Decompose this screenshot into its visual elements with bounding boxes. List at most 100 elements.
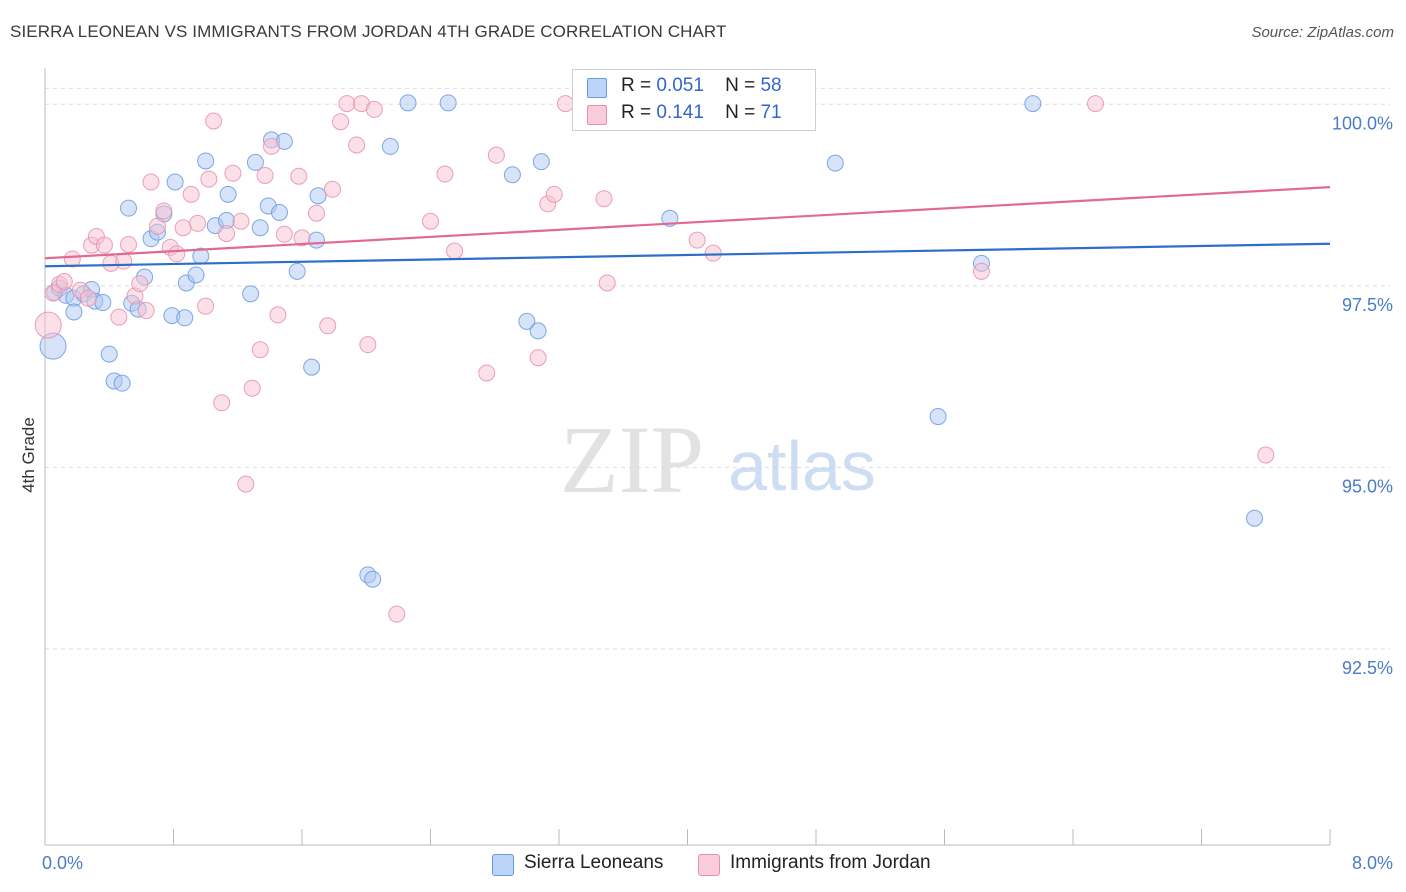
point-sierra-leonean	[176, 309, 194, 327]
data-points	[34, 94, 1275, 623]
legend-swatch-blue	[587, 78, 607, 98]
point-sierra-leonean	[307, 231, 325, 249]
legend-swatch-pink	[587, 105, 607, 125]
point-jordan	[545, 185, 563, 203]
watermark: ZIP atlas	[560, 406, 876, 513]
watermark-atlas: atlas	[728, 427, 876, 505]
point-sierra-leonean	[246, 153, 264, 171]
trend-line-jordan	[44, 185, 1331, 260]
point-jordan	[213, 394, 231, 412]
point-sierra-leonean	[94, 294, 112, 312]
point-jordan	[348, 136, 366, 154]
point-jordan	[232, 212, 250, 230]
legend-swatch-blue	[492, 854, 514, 876]
point-jordan	[307, 204, 325, 222]
point-jordan	[243, 379, 261, 397]
point-jordan	[174, 219, 192, 237]
point-sierra-leonean	[100, 345, 118, 363]
point-sierra-leonean	[271, 204, 289, 222]
point-jordan	[155, 202, 173, 220]
legend-n-value-pink: 71	[760, 102, 782, 123]
point-jordan	[168, 245, 186, 263]
point-jordan	[120, 235, 138, 253]
axes	[44, 68, 1331, 846]
point-sierra-leonean	[1246, 509, 1264, 527]
watermark-zip: ZIP	[560, 406, 704, 513]
point-sierra-leonean	[113, 374, 131, 392]
point-jordan	[182, 185, 200, 203]
point-jordan	[529, 349, 547, 367]
point-jordan	[478, 364, 496, 382]
point-jordan	[95, 236, 113, 254]
legend-label-sierra-leoneans: Sierra Leoneans	[524, 852, 664, 873]
legend-r-label: R =	[621, 75, 652, 96]
point-sierra-leonean	[1024, 95, 1042, 113]
point-sierra-leonean	[242, 285, 260, 303]
point-sierra-leonean	[219, 185, 237, 203]
trend-lines	[44, 185, 1331, 268]
point-jordan	[262, 137, 280, 155]
chart-title: SIERRA LEONEAN VS IMMIGRANTS FROM JORDAN…	[10, 22, 727, 41]
point-jordan	[256, 166, 274, 184]
y-tick-label: 95.0%	[1342, 476, 1393, 496]
point-jordan	[446, 242, 464, 260]
point-jordan	[688, 231, 706, 249]
point-sierra-leonean	[826, 154, 844, 172]
point-sierra-leonean	[303, 358, 321, 376]
point-sierra-leonean	[364, 570, 382, 588]
x-tick-label-last: 8.0%	[1352, 853, 1393, 873]
point-jordan	[63, 250, 81, 268]
point-sierra-leonean	[661, 209, 679, 227]
point-sierra-leonean	[166, 173, 184, 191]
point-sierra-leonean	[187, 266, 205, 284]
point-sierra-leonean	[399, 94, 417, 112]
point-sierra-leonean	[65, 303, 83, 321]
point-jordan	[251, 341, 269, 359]
point-sierra-leonean	[529, 322, 547, 340]
point-jordan	[388, 605, 406, 623]
point-jordan	[218, 225, 236, 243]
point-jordan	[197, 297, 215, 315]
point-jordan	[142, 173, 160, 191]
legend-label-jordan: Immigrants from Jordan	[730, 852, 931, 873]
legend-n-label: N =	[725, 75, 756, 96]
point-jordan	[359, 336, 377, 354]
grid-lines	[45, 87, 1390, 650]
point-jordan	[55, 272, 73, 290]
x-tick-label-first: 0.0%	[42, 853, 83, 873]
point-sierra-leonean	[197, 152, 215, 170]
point-sierra-leonean	[532, 153, 550, 171]
point-jordan	[224, 164, 242, 182]
point-jordan	[237, 475, 255, 493]
point-jordan	[436, 165, 454, 183]
point-jordan	[595, 190, 613, 208]
point-jordan	[205, 112, 223, 130]
legend-swatch-pink	[698, 854, 720, 876]
y-tick-label: 97.5%	[1342, 295, 1393, 315]
point-jordan	[422, 212, 439, 230]
point-jordan	[1086, 95, 1104, 113]
point-sierra-leonean	[518, 312, 536, 330]
point-jordan	[487, 146, 505, 164]
point-sierra-leonean	[288, 262, 306, 280]
point-jordan	[115, 252, 133, 270]
point-sierra-leonean	[439, 94, 457, 112]
point-jordan	[110, 308, 128, 326]
point-jordan	[324, 180, 342, 198]
point-jordan	[1257, 446, 1275, 464]
point-jordan	[79, 289, 97, 307]
point-jordan	[365, 100, 383, 118]
point-jordan	[34, 311, 62, 339]
legend-r-value-pink: 0.141	[656, 102, 704, 123]
legend-n-label: N =	[725, 102, 756, 123]
point-sierra-leonean	[381, 137, 399, 155]
point-sierra-leonean	[503, 166, 521, 184]
point-jordan	[275, 225, 293, 243]
point-jordan	[972, 262, 990, 280]
point-jordan	[290, 167, 308, 185]
point-jordan	[137, 302, 155, 320]
point-sierra-leonean	[309, 187, 327, 205]
trend-line-sierra-leoneans	[44, 242, 1331, 268]
axis-labels: 92.5% 95.0% 97.5% 100.0% 0.0% 8.0%	[42, 113, 1393, 873]
